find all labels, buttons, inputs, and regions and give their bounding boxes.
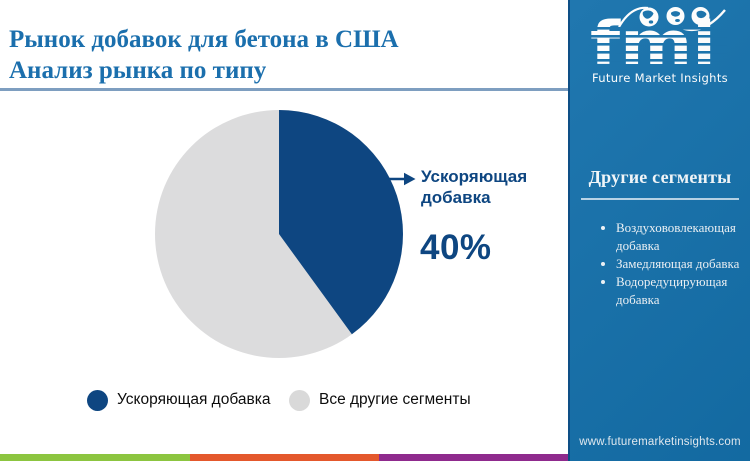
fmi-logo: fmi Future Market Ins — [585, 6, 728, 85]
legend-dot-accelerating — [87, 389, 108, 411]
pie-slice-accelerating — [279, 110, 403, 335]
legend-label-others: Все другие сегменты — [319, 391, 471, 408]
page-title-line1: Рынок добавок для бетона в США — [9, 26, 399, 53]
logo-globe-americas-icon — [639, 7, 659, 27]
footer-stripe-orange — [190, 454, 379, 461]
legend-dot-others — [289, 389, 310, 411]
footer-stripe-purple — [379, 454, 568, 461]
callout-label: Ускоряющая добавка — [421, 167, 528, 207]
callout-value: 40% — [420, 228, 492, 267]
title-underline — [0, 88, 568, 91]
sidebar-heading-rule — [581, 198, 739, 200]
list-item-air-entraining: Воздухововлекающая добавка — [616, 219, 750, 255]
page-title-line2: Анализ рынка по типу — [9, 57, 267, 84]
sidebar: fmi Future Market Ins — [568, 0, 750, 461]
footer-stripe-green — [0, 454, 190, 461]
callout-arrow-icon — [383, 172, 416, 186]
other-segments-list: Воздухововлекающая добавка Замедляющая д… — [598, 219, 750, 309]
sidebar-heading: Другие сегменты — [588, 167, 732, 187]
pie-chart — [155, 110, 416, 358]
list-item-water-reducing: Водоредуцирующая добавка — [616, 273, 750, 309]
logo-subtitle: Future Market Insights — [592, 71, 728, 85]
logo-globe-asia-icon — [691, 7, 710, 25]
legend-label-accelerating: Ускоряющая добавка — [117, 391, 271, 408]
logo-stripes — [585, 27, 727, 62]
page-title: Рынок добавок для бетона в США Анализ ры… — [9, 24, 569, 86]
list-item-retarding: Замедляющая добавка — [616, 255, 750, 273]
logo-globe-europe-icon — [666, 7, 685, 25]
website-link[interactable]: www.futuremarketinsights.com — [579, 436, 741, 448]
legend-item-accelerating: Ускоряющая добавка — [87, 389, 270, 411]
logo-swoosh-left-icon — [618, 6, 649, 28]
legend-item-others: Все другие сегменты — [289, 389, 471, 411]
